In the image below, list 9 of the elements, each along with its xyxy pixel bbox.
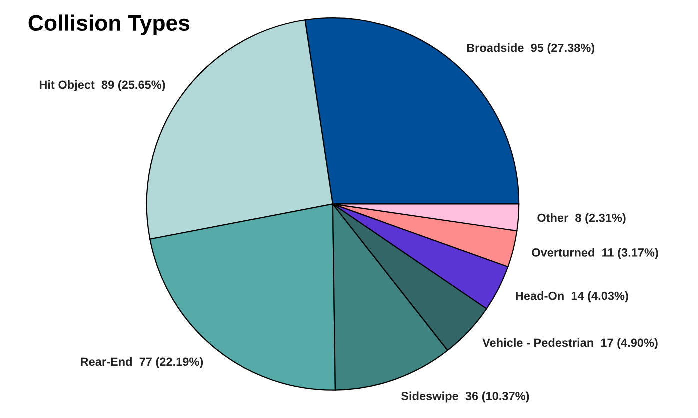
chart-title: Collision Types	[28, 14, 190, 36]
slice-label: Head-On 14 (4.03%)	[516, 292, 628, 303]
slice-label: Broadside 95 (27.38%)	[467, 44, 595, 55]
slice-label: Hit Object 89 (25.65%)	[40, 80, 166, 92]
slice-label: Overturned 11 (3.17%)	[532, 248, 658, 260]
slice-label: Other 8 (2.31%)	[538, 214, 626, 225]
slice-label: Sideswipe 36 (10.37%)	[401, 392, 530, 403]
slice-label: Vehicle - Pedestrian 17 (4.90%)	[482, 338, 658, 350]
slice-label: Rear-End 77 (22.19%)	[81, 357, 204, 368]
